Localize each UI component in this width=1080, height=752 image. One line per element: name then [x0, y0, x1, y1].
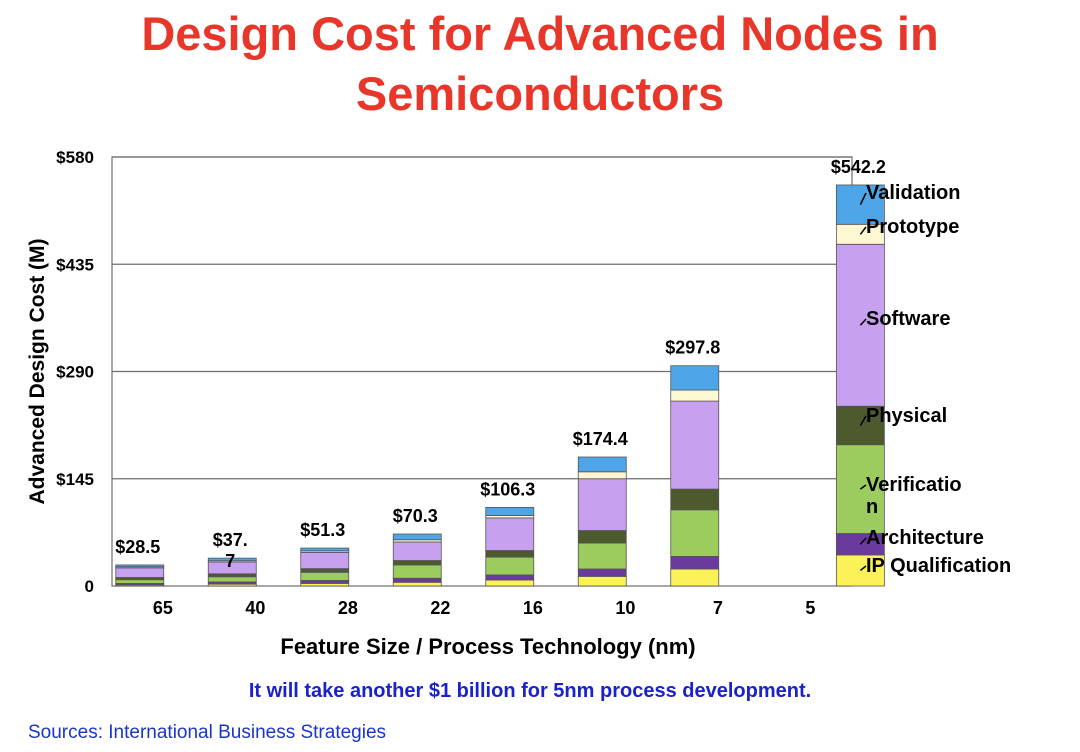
legend-label-prototype: Prototype — [866, 216, 959, 238]
x-tick-label-10: 10 — [615, 598, 635, 618]
bar-7-physical — [670, 488, 720, 511]
bar-40-validation — [207, 557, 257, 562]
bar-28-physical — [300, 568, 350, 573]
total-label-7: $297.8 — [665, 338, 720, 358]
bar-28-software — [300, 551, 350, 570]
bar-10-software — [577, 478, 627, 531]
bar-28-validation — [300, 547, 350, 552]
legend-label-ip-qualification: IP Qualification — [866, 555, 1011, 577]
x-tick-label-16: 16 — [523, 598, 543, 618]
bar-7-architecture — [670, 556, 720, 570]
bar-22-verification — [392, 564, 442, 579]
legend-label-verification-line2: n — [866, 496, 878, 518]
chart-title-line-2: Semiconductors — [355, 67, 725, 120]
bar-16-validation — [485, 506, 535, 516]
legend-label-validation: Validation — [866, 182, 960, 204]
x-axis-title: Feature Size / Process Technology (nm) — [280, 634, 695, 659]
y-tick-label-0: 0 — [85, 577, 94, 596]
bar-16-verification — [485, 556, 535, 576]
legend-label-verification: Verificatio — [866, 474, 962, 496]
bar-7-software — [670, 400, 720, 490]
legend-label-physical: Physical — [866, 405, 947, 427]
bar-40-verification — [207, 576, 257, 583]
stacked-bar-chart: 0 $145 $290 $435 $580 Advanced Design Cost (M… — [26, 148, 1011, 659]
x-tick-label-65: 65 — [153, 598, 173, 618]
bar-5-ip-qualification — [835, 554, 885, 587]
x-tick-label-28: 28 — [338, 598, 358, 618]
y-tick-label-1: $145 — [56, 470, 94, 489]
legend-label-software: Software — [866, 308, 950, 330]
bar-5-validation — [835, 184, 885, 225]
bar-7-ip-qualification — [670, 568, 720, 587]
legend-leader-physical — [859, 415, 867, 426]
bar-10-ip-qualification — [577, 575, 627, 587]
bar-7-validation — [670, 365, 720, 391]
x-tick-label-7: 7 — [713, 598, 723, 618]
bar-65-verification — [115, 579, 165, 584]
chart-title-line-1: Design Cost for Advanced Nodes in — [141, 7, 939, 60]
total-label-10: $174.4 — [573, 429, 628, 449]
bar-22-physical — [392, 560, 442, 566]
bar-16-ip-qualification — [485, 579, 535, 587]
bar-28-architecture — [300, 580, 350, 584]
bar-10-verification — [577, 542, 627, 570]
bar-65-validation — [115, 564, 165, 568]
total-label-40-line2: 7 — [225, 551, 235, 571]
bar-40-physical — [207, 573, 257, 578]
bar-7-prototype — [670, 389, 720, 402]
x-tick-label-5: 5 — [805, 598, 815, 618]
bar-22-validation — [392, 533, 442, 541]
bar-16-architecture — [485, 574, 535, 581]
y-axis-title: Advanced Design Cost (M) — [26, 238, 49, 504]
total-label-16: $106.3 — [480, 479, 535, 499]
bar-22-software — [392, 541, 442, 561]
legend-leader-ip-qualification — [859, 565, 867, 572]
legend-leader-validation — [859, 192, 867, 205]
chart-title: Design Cost for Advanced Nodes in Semico… — [0, 4, 1080, 124]
y-tick-label-3: $435 — [56, 255, 94, 274]
legend-leader-prototype — [859, 226, 867, 235]
bar-65-software — [115, 567, 165, 578]
total-label-65: $28.5 — [115, 537, 160, 557]
bar-22-architecture — [392, 577, 442, 583]
legend-leader-verification — [859, 484, 867, 490]
x-tick-label-40: 40 — [245, 598, 265, 618]
bar-10-physical — [577, 530, 627, 544]
bar-10-prototype — [577, 471, 627, 480]
legend-leader-architecture — [859, 537, 867, 545]
y-tick-label-2: $290 — [56, 363, 94, 382]
bar-10-validation — [577, 456, 627, 473]
total-label-5: $542.2 — [831, 157, 886, 177]
total-label-28: $51.3 — [300, 520, 345, 540]
x-tick-label-22: 22 — [430, 598, 450, 618]
bar-28-verification — [300, 571, 350, 581]
footnote: It will take another $1 billion for 5nm … — [248, 680, 812, 702]
bar-22-ip-qualification — [392, 581, 442, 587]
bar-10-architecture — [577, 568, 627, 577]
y-tick-label-4: $580 — [56, 148, 94, 167]
bar-16-physical — [485, 550, 535, 558]
legend-leader-software — [859, 318, 867, 326]
bar-16-software — [485, 517, 535, 551]
total-label-22: $70.3 — [393, 506, 438, 526]
legend-label-architecture: Architecture — [866, 527, 984, 549]
total-label-40: $37. — [213, 530, 248, 550]
source-note: Sources: International Business Strategi… — [28, 722, 387, 743]
bar-7-verification — [670, 509, 720, 557]
